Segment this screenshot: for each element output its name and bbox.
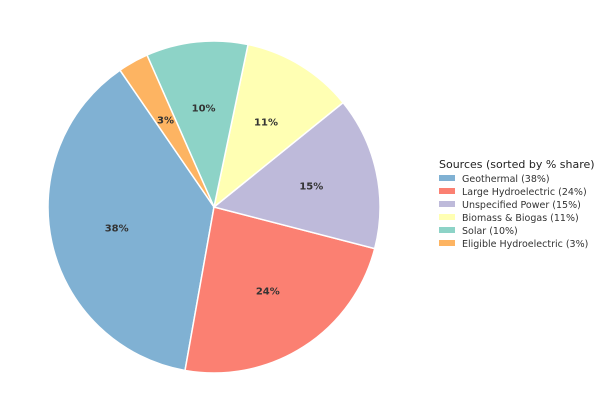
pie-slice-solar bbox=[146, 40, 249, 210]
pie-slice-eligible-hydroelectric bbox=[118, 54, 215, 208]
legend-label: Solar (10%) bbox=[462, 226, 518, 237]
pie-slice-unspecified-power bbox=[212, 101, 381, 250]
legend-swatch bbox=[439, 188, 455, 194]
legend-swatch bbox=[439, 201, 455, 207]
legend-label: Large Hydroelectric (24%) bbox=[462, 187, 587, 198]
legend-label: Geothermal (38%) bbox=[462, 174, 550, 185]
pie-value-label: 10% bbox=[192, 103, 216, 114]
pie-value-label: 38% bbox=[105, 224, 129, 235]
pie-slices bbox=[47, 40, 381, 374]
pie-value-label: 15% bbox=[299, 181, 323, 192]
legend: Sources (sorted by % share) Geothermal (… bbox=[439, 158, 595, 250]
legend-swatch bbox=[439, 240, 455, 246]
legend-label: Unspecified Power (15%) bbox=[462, 200, 581, 211]
pie-value-label: 11% bbox=[254, 118, 278, 129]
legend-items: Geothermal (38%) Large Hydroelectric (24%… bbox=[439, 174, 588, 250]
legend-label: Eligible Hydroelectric (3%) bbox=[462, 239, 588, 250]
pie-slice-biomass-biogas bbox=[212, 43, 345, 209]
legend-label: Biomass & Biogas (11%) bbox=[462, 213, 579, 224]
legend-swatch bbox=[439, 227, 455, 233]
legend-title: Sources (sorted by % share) bbox=[439, 158, 595, 171]
pie-value-label: 3% bbox=[157, 116, 174, 127]
legend-swatch bbox=[439, 175, 455, 181]
pie-slice-geothermal bbox=[47, 69, 215, 372]
pie-slice-large-hydroelectric bbox=[184, 206, 376, 374]
pie-value-labels: 38% 24% 15% 11% 10% 3% bbox=[105, 103, 324, 297]
pie-value-label: 24% bbox=[256, 286, 280, 297]
legend-swatch bbox=[439, 214, 455, 220]
